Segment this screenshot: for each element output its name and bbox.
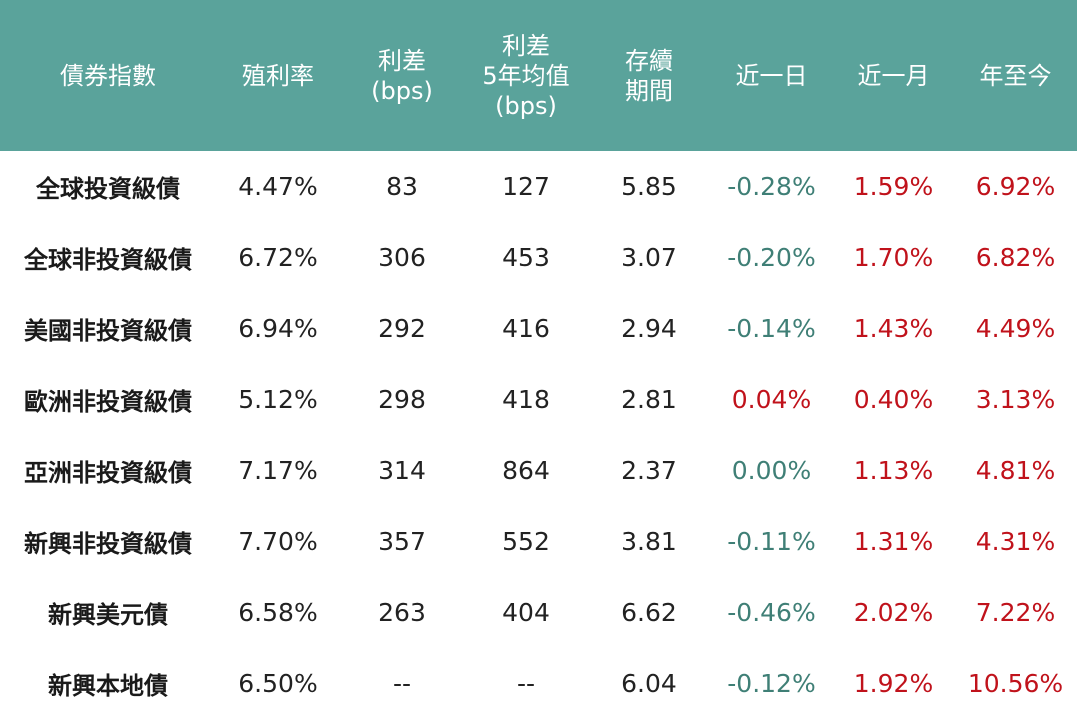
spread-cell: -- — [392, 669, 412, 698]
table-body: 全球投資級債 4.47% 83 127 5.85 -0.28% 1.59% 6.92% 全球非投… — [0, 151, 1077, 719]
bond-name-cell: 全球投資級債 — [36, 175, 180, 203]
header-text-line: 殖利率 — [242, 61, 314, 90]
table-row: 新興本地債 6.50% -- -- 6.04 -0.12% 1.92% 10.56% — [0, 648, 1077, 719]
header-bond-index: 債券指數 — [0, 0, 216, 151]
change-ytd-cell: 4.81% — [975, 456, 1056, 485]
duration-cell: 3.07 — [621, 243, 677, 272]
spread-5y-avg-cell: -- — [516, 669, 536, 698]
yield-cell: 6.72% — [238, 243, 318, 272]
duration-cell: 2.37 — [621, 456, 677, 485]
header-text-line: 5年均值 — [482, 61, 570, 90]
bond-name-cell: 新興本地債 — [48, 672, 168, 700]
duration-cell: 6.62 — [621, 598, 677, 627]
change-ytd-cell: 4.49% — [975, 314, 1056, 343]
table-row: 全球投資級債 4.47% 83 127 5.85 -0.28% 1.59% 6.92% — [0, 151, 1077, 222]
change-1m-cell: 1.92% — [853, 669, 934, 698]
header-spread: 利差 (bps) — [340, 0, 464, 151]
change-1d-cell: -0.20% — [727, 243, 816, 272]
change-1d-cell: -0.14% — [727, 314, 816, 343]
spread-cell: 83 — [386, 172, 418, 201]
header-spread-5y-avg: 利差 5年均值 (bps) — [464, 0, 588, 151]
bond-name-cell: 美國非投資級債 — [24, 317, 192, 345]
yield-cell: 6.50% — [238, 669, 318, 698]
table-row: 亞洲非投資級債 7.17% 314 864 2.37 0.00% 1.13% 4.81% — [0, 435, 1077, 506]
header-text-line: 存續 — [625, 46, 673, 75]
spread-5y-avg-cell: 864 — [502, 456, 550, 485]
header-text-line: 年至今 — [979, 61, 1052, 90]
header-row: 債券指數 殖利率 利差 (bps) 利差 5年均值 (bps) 存續 期間 近一日 近一月 年至今 — [0, 0, 1077, 151]
spread-5y-avg-cell: 404 — [502, 598, 550, 627]
change-ytd-cell: 10.56% — [967, 669, 1064, 698]
spread-5y-avg-cell: 416 — [502, 314, 550, 343]
duration-cell: 5.85 — [621, 172, 677, 201]
table-row: 全球非投資級債 6.72% 306 453 3.07 -0.20% 1.70% 6.82% — [0, 222, 1077, 293]
change-1d-cell: -0.46% — [727, 598, 816, 627]
spread-cell: 306 — [378, 243, 426, 272]
spread-5y-avg-cell: 418 — [502, 385, 550, 414]
spread-cell: 292 — [378, 314, 426, 343]
spread-cell: 263 — [378, 598, 426, 627]
bond-name-cell: 歐洲非投資級債 — [24, 388, 192, 416]
table-row: 新興美元債 6.58% 263 404 6.62 -0.46% 2.02% 7.22% — [0, 577, 1077, 648]
spread-cell: 357 — [378, 527, 426, 556]
table-row: 美國非投資級債 6.94% 292 416 2.94 -0.14% 1.43% 4.49% — [0, 293, 1077, 364]
change-1m-cell: 1.59% — [853, 172, 934, 201]
yield-cell: 6.58% — [238, 598, 318, 627]
bond-name-cell: 亞洲非投資級債 — [24, 459, 192, 487]
header-text-line: 近一月 — [857, 61, 930, 90]
change-1d-cell: 0.04% — [731, 385, 812, 414]
spread-5y-avg-cell: 552 — [502, 527, 550, 556]
change-ytd-cell: 6.92% — [975, 172, 1056, 201]
header-1d: 近一日 — [710, 0, 833, 151]
spread-cell: 298 — [378, 385, 426, 414]
table-row: 新興非投資級債 7.70% 357 552 3.81 -0.11% 1.31% 4.31% — [0, 506, 1077, 577]
header-text-line: 近一日 — [735, 61, 808, 90]
header-text-line: 利差 — [502, 31, 550, 60]
header-duration: 存續 期間 — [588, 0, 710, 151]
header-text-line: 利差 — [378, 46, 426, 75]
change-1m-cell: 1.31% — [853, 527, 934, 556]
header-1m: 近一月 — [833, 0, 954, 151]
header-ytd: 年至今 — [954, 0, 1077, 151]
header-text-line: 債券指數 — [60, 61, 156, 90]
yield-cell: 6.94% — [238, 314, 318, 343]
spread-5y-avg-cell: 127 — [502, 172, 550, 201]
yield-cell: 4.47% — [238, 172, 318, 201]
table-row: 歐洲非投資級債 5.12% 298 418 2.81 0.04% 0.40% 3.13% — [0, 364, 1077, 435]
change-1d-cell: -0.28% — [727, 172, 816, 201]
duration-cell: 6.04 — [621, 669, 677, 698]
header-text-line: (bps) — [371, 76, 433, 105]
change-1d-cell: 0.00% — [731, 456, 812, 485]
duration-cell: 2.94 — [621, 314, 677, 343]
change-ytd-cell: 4.31% — [975, 527, 1056, 556]
bond-name-cell: 全球非投資級債 — [24, 246, 192, 274]
header-text-line: (bps) — [495, 91, 557, 120]
bond-name-cell: 新興非投資級債 — [24, 530, 192, 558]
header-yield: 殖利率 — [216, 0, 340, 151]
change-ytd-cell: 3.13% — [975, 385, 1056, 414]
yield-cell: 7.17% — [238, 456, 318, 485]
change-1m-cell: 2.02% — [853, 598, 934, 627]
yield-cell: 5.12% — [238, 385, 318, 414]
change-1m-cell: 1.13% — [853, 456, 934, 485]
spread-cell: 314 — [378, 456, 426, 485]
yield-cell: 7.70% — [238, 527, 318, 556]
change-ytd-cell: 6.82% — [975, 243, 1056, 272]
table-header: 債券指數 殖利率 利差 (bps) 利差 5年均值 (bps) 存續 期間 近一日 近一月 年至今 — [0, 0, 1077, 151]
change-1d-cell: -0.12% — [727, 669, 816, 698]
duration-cell: 3.81 — [621, 527, 677, 556]
change-1m-cell: 0.40% — [853, 385, 934, 414]
bond-name-cell: 新興美元債 — [48, 601, 168, 629]
change-ytd-cell: 7.22% — [975, 598, 1056, 627]
spread-5y-avg-cell: 453 — [502, 243, 550, 272]
change-1m-cell: 1.43% — [853, 314, 934, 343]
change-1m-cell: 1.70% — [853, 243, 934, 272]
duration-cell: 2.81 — [621, 385, 677, 414]
header-text-line: 期間 — [625, 76, 673, 105]
change-1d-cell: -0.11% — [727, 527, 816, 556]
